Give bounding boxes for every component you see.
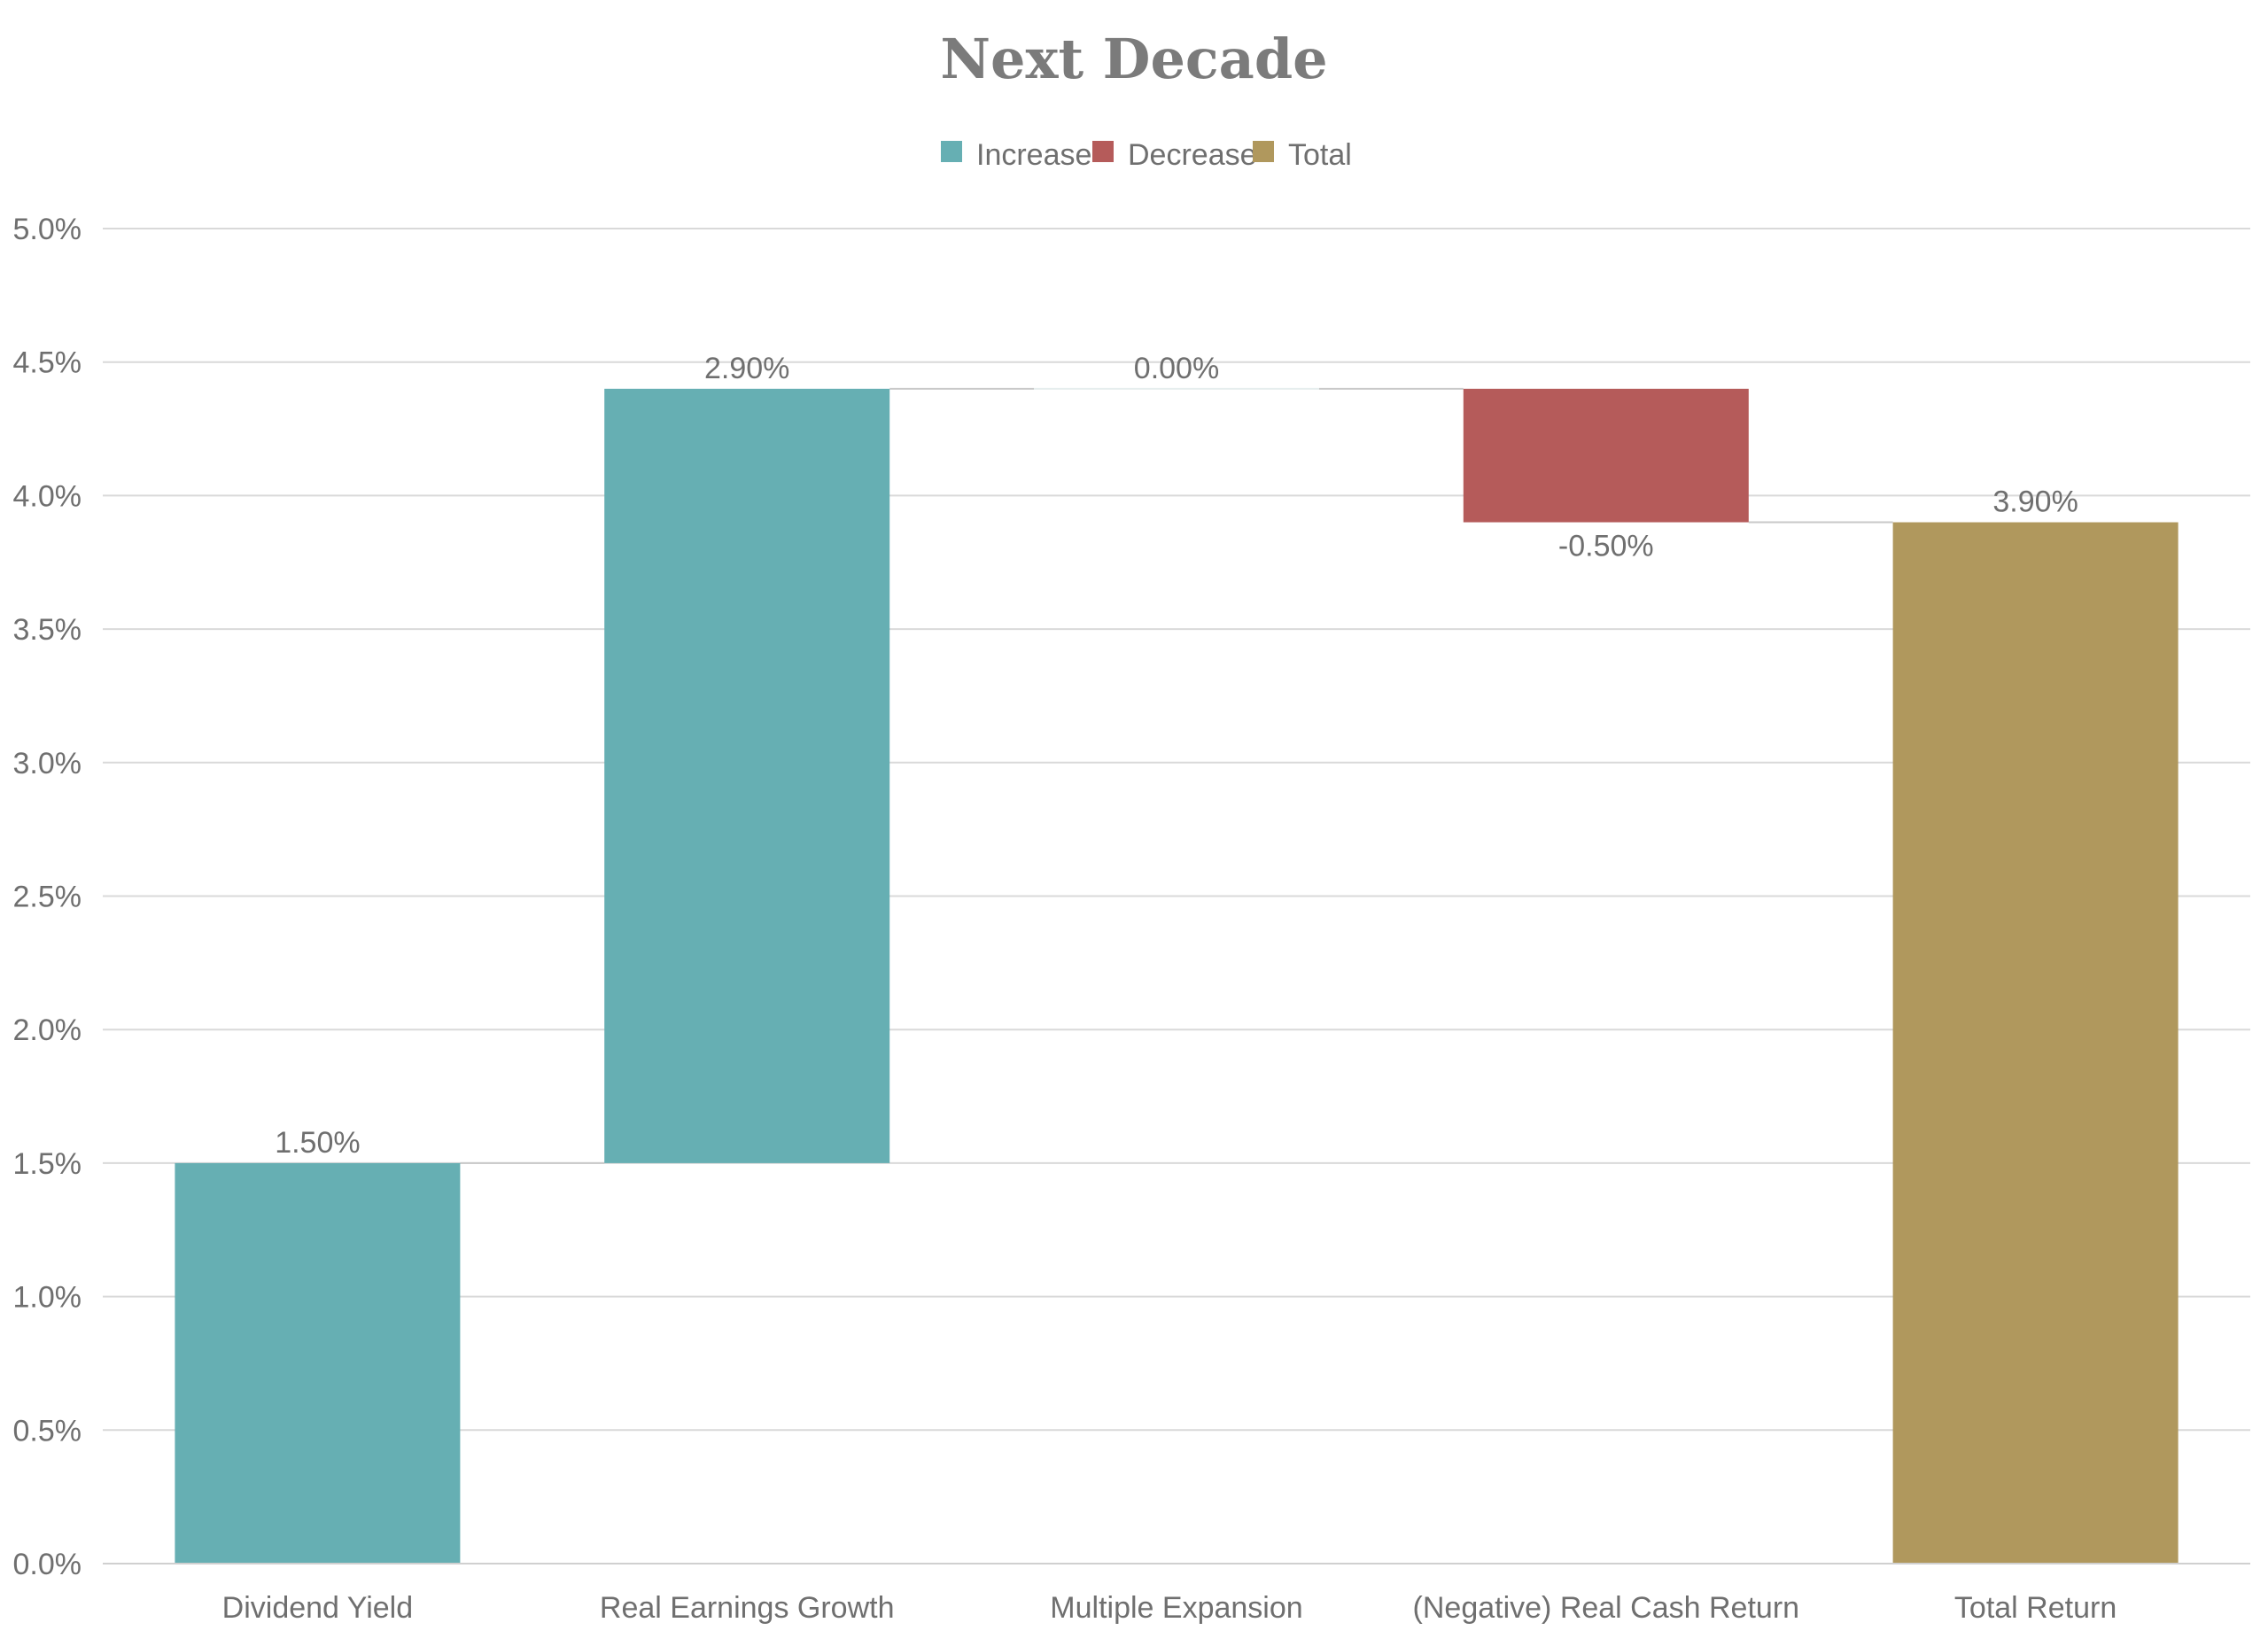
legend-swatch-decrease: [1092, 141, 1114, 162]
y-axis-ticks: 0.0% 0.5% 1.0% 1.5% 2.0% 2.5% 3.0% 3.5% 4.0% 4.5%…: [13, 213, 82, 1581]
y-tick-label: 3.5%: [13, 613, 82, 647]
connector-lines: [460, 387, 1893, 1164]
legend-label-total: Total: [1288, 138, 1352, 172]
legend-swatch-increase: [941, 141, 962, 162]
data-label: 3.90%: [1992, 485, 2078, 519]
legend-label-increase: Increase: [976, 138, 1091, 172]
bar-5: [1892, 522, 2179, 1564]
bar-4: [1463, 388, 1749, 523]
x-category-label: Dividend Yield: [222, 1591, 413, 1625]
data-label: 0.00%: [1134, 352, 1219, 385]
chart-legend: Increase Decrease Total: [941, 138, 1352, 172]
chart-title: Next Decade: [940, 27, 1327, 91]
x-category-label: (Negative) Real Cash Return: [1413, 1591, 1800, 1625]
y-tick-label: 4.5%: [13, 346, 82, 380]
data-labels: 1.50% 2.90% 0.00% -0.50% 3.90%: [275, 352, 2078, 1160]
legend-label-decrease: Decrease: [1128, 138, 1257, 172]
y-tick-label: 4.0%: [13, 479, 82, 513]
y-tick-label: 1.5%: [13, 1147, 82, 1181]
data-label: -0.50%: [1558, 530, 1654, 563]
x-category-label: Multiple Expansion: [1050, 1591, 1302, 1625]
y-tick-label: 2.0%: [13, 1013, 82, 1047]
bars: [175, 387, 2179, 1564]
y-tick-label: 0.5%: [13, 1414, 82, 1448]
bar-1: [175, 1162, 461, 1564]
x-category-label: Total Return: [1954, 1591, 2117, 1625]
legend-swatch-total: [1253, 141, 1274, 162]
y-tick-label: 5.0%: [13, 213, 82, 246]
y-tick-label: 0.0%: [13, 1548, 82, 1581]
data-label: 2.90%: [704, 352, 789, 385]
x-category-label: Real Earnings Growth: [600, 1591, 895, 1625]
bar-2: [604, 388, 890, 1163]
y-tick-label: 3.0%: [13, 747, 82, 780]
y-tick-label: 1.0%: [13, 1281, 82, 1315]
data-label: 1.50%: [275, 1126, 360, 1160]
y-tick-label: 2.5%: [13, 881, 82, 914]
x-axis-categories: Dividend Yield Real Earnings Growth Multip…: [222, 1591, 2117, 1625]
